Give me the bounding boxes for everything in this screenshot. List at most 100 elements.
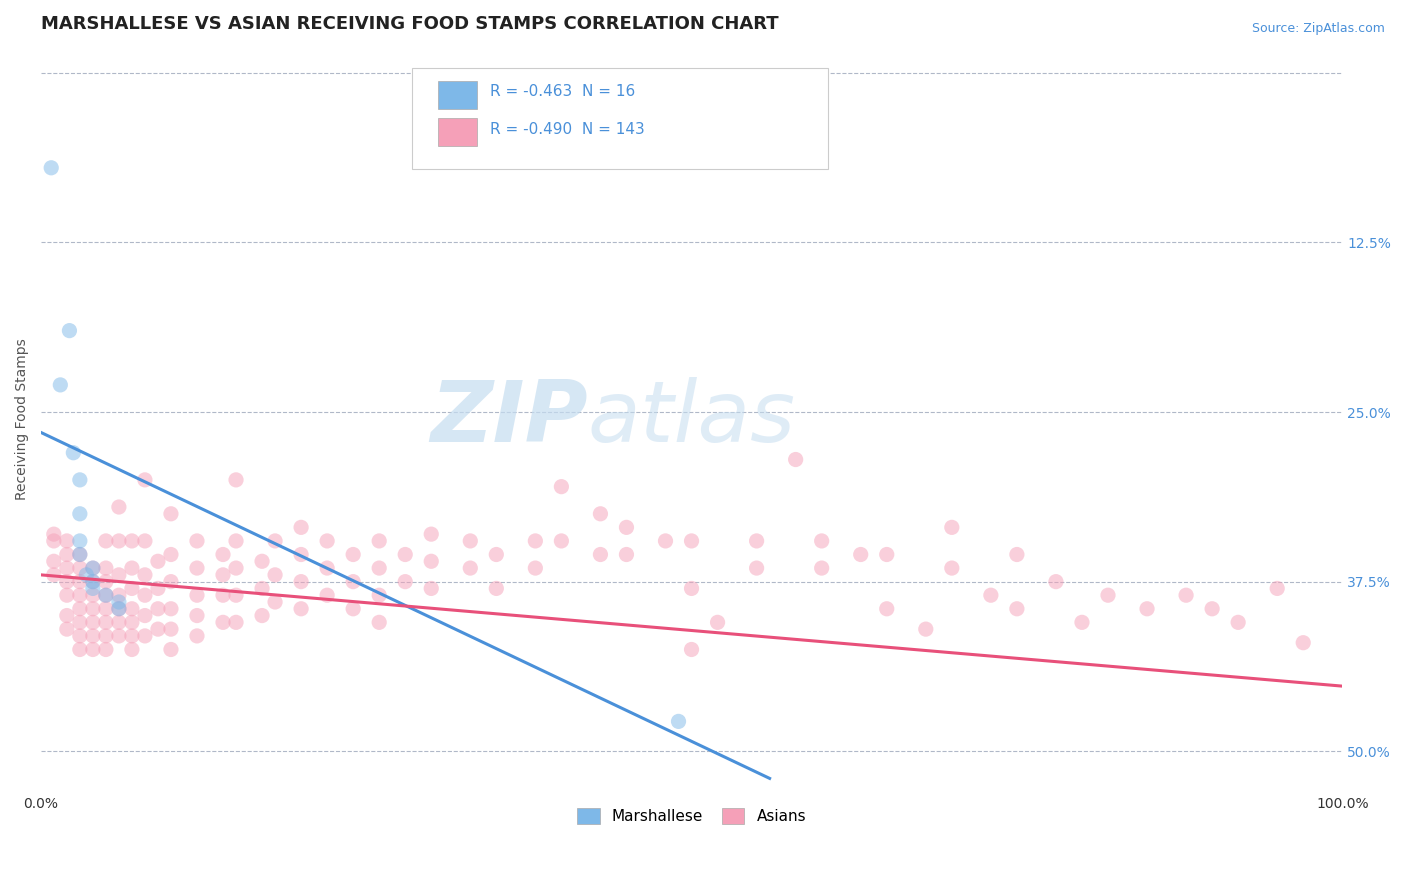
Point (745, 561, 768, 575)
Point (316, 588, 339, 602)
Point (250, 554, 273, 568)
Point (82, 574, 104, 589)
Point (75, 567, 97, 582)
Point (654, 533, 676, 548)
Point (82, 561, 104, 575)
Point (160, 548, 183, 562)
FancyBboxPatch shape (412, 68, 828, 169)
Text: atlas: atlas (588, 377, 796, 460)
Point (342, 548, 364, 562)
Point (39, 161, 62, 175)
Text: R = -0.463  N = 16: R = -0.463 N = 16 (489, 85, 636, 99)
FancyBboxPatch shape (437, 118, 477, 146)
Point (56, 588, 79, 602)
Point (1005, 548, 1028, 562)
Point (420, 554, 443, 568)
Point (876, 601, 898, 615)
Point (94, 574, 117, 589)
Point (212, 567, 235, 582)
Point (56, 548, 79, 562)
Point (82, 582, 104, 596)
Point (108, 533, 131, 548)
Point (458, 561, 481, 575)
Point (225, 473, 247, 487)
Point (121, 561, 143, 575)
Point (186, 533, 208, 548)
Point (121, 629, 143, 643)
Point (82, 629, 104, 643)
Point (69, 548, 91, 562)
Point (186, 561, 208, 575)
FancyBboxPatch shape (437, 81, 477, 109)
Text: MARSHALLESE VS ASIAN RECEIVING FOOD STAMPS CORRELATION CHART: MARSHALLESE VS ASIAN RECEIVING FOOD STAM… (41, 15, 779, 33)
Point (56, 533, 79, 548)
Point (212, 588, 235, 602)
Point (550, 533, 572, 548)
Point (914, 622, 936, 636)
Point (1201, 601, 1223, 615)
Point (108, 595, 131, 609)
Point (160, 574, 183, 589)
Point (681, 533, 703, 548)
Point (134, 533, 156, 548)
Point (1005, 601, 1028, 615)
Point (1227, 615, 1250, 630)
Point (82, 601, 104, 615)
Point (62, 446, 84, 460)
Point (316, 561, 339, 575)
Point (82, 588, 104, 602)
Point (186, 608, 208, 623)
Point (368, 561, 391, 575)
Point (589, 507, 612, 521)
Point (69, 507, 91, 521)
Point (42, 527, 65, 541)
Point (56, 622, 79, 636)
Point (69, 601, 91, 615)
Point (368, 615, 391, 630)
Point (420, 527, 443, 541)
Point (82, 561, 104, 575)
Point (394, 574, 416, 589)
Point (108, 588, 131, 602)
Point (186, 588, 208, 602)
Point (108, 500, 131, 514)
Point (121, 533, 143, 548)
Point (1265, 582, 1288, 596)
Point (225, 588, 247, 602)
Point (290, 601, 312, 615)
Point (42, 567, 65, 582)
Text: Source: ZipAtlas.com: Source: ZipAtlas.com (1251, 22, 1385, 36)
Point (290, 574, 312, 589)
Point (69, 588, 91, 602)
Point (706, 615, 728, 630)
Point (225, 561, 247, 575)
Point (342, 574, 364, 589)
Point (186, 629, 208, 643)
Point (264, 595, 287, 609)
Point (342, 601, 364, 615)
Text: R = -0.490  N = 143: R = -0.490 N = 143 (489, 121, 644, 136)
Point (980, 588, 1002, 602)
Point (56, 608, 79, 623)
Point (745, 533, 768, 548)
Point (94, 588, 117, 602)
Point (316, 533, 339, 548)
Point (1292, 636, 1315, 650)
Point (94, 561, 117, 575)
Point (69, 561, 91, 575)
Point (160, 642, 183, 657)
Point (849, 548, 872, 562)
Point (1071, 615, 1094, 630)
Point (94, 615, 117, 630)
Point (368, 588, 391, 602)
Point (589, 548, 612, 562)
Point (550, 480, 572, 494)
Point (69, 548, 91, 562)
Point (69, 642, 91, 657)
Point (1097, 588, 1119, 602)
Point (876, 548, 898, 562)
Point (524, 533, 547, 548)
Point (108, 601, 131, 615)
Point (681, 642, 703, 657)
Point (94, 601, 117, 615)
